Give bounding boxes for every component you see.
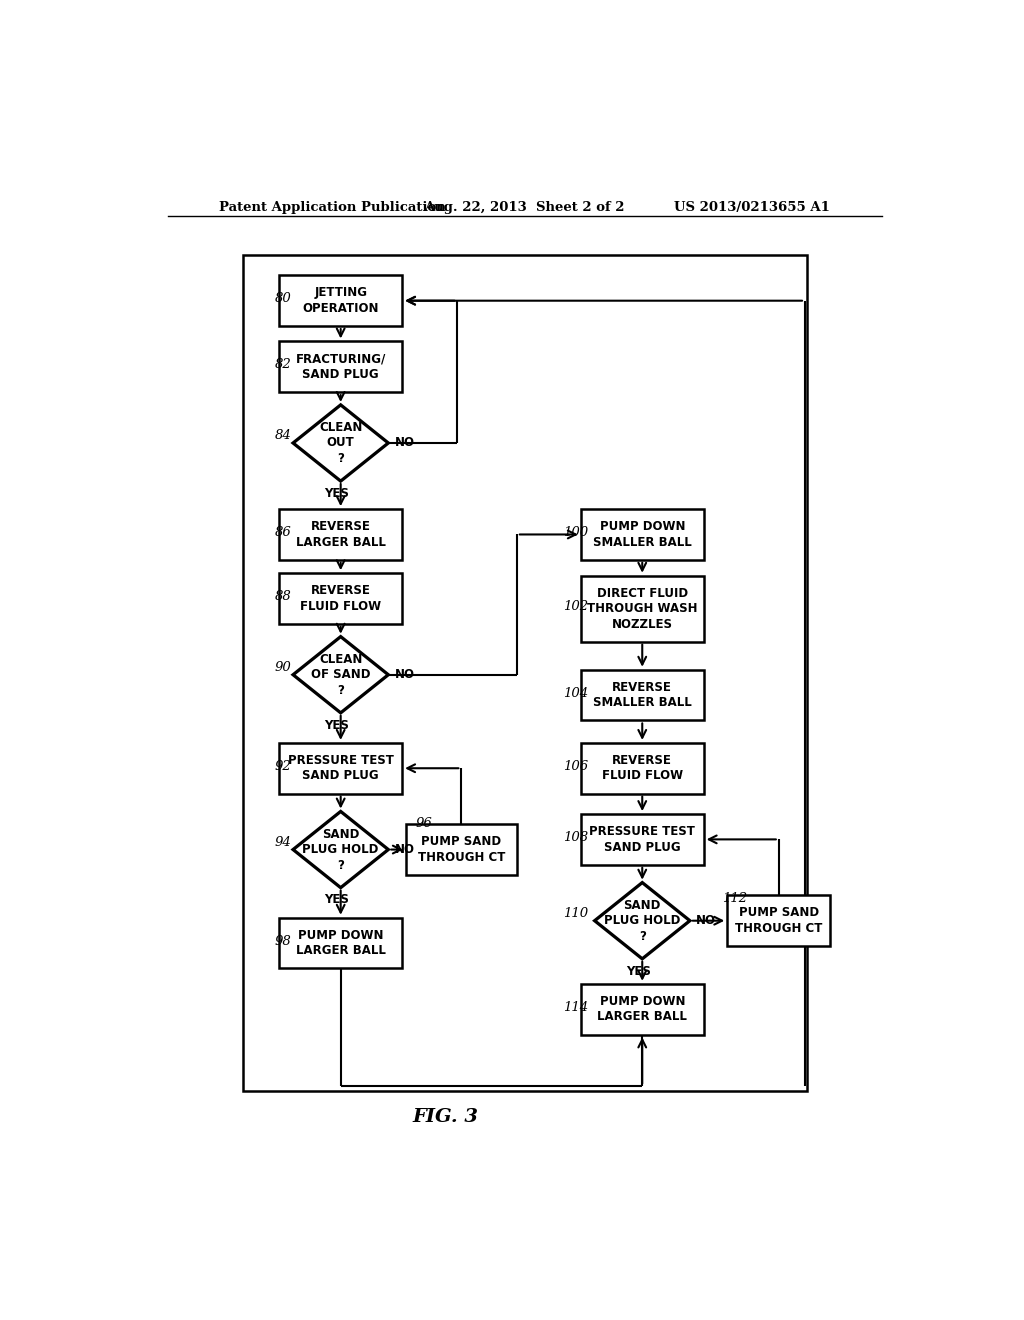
Text: 90: 90: [274, 661, 292, 675]
FancyBboxPatch shape: [280, 743, 402, 793]
Text: 88: 88: [274, 590, 292, 603]
Text: CLEAN
OUT
?: CLEAN OUT ?: [319, 421, 362, 465]
Text: 94: 94: [274, 836, 292, 849]
Text: PUMP SAND
THROUGH CT: PUMP SAND THROUGH CT: [418, 836, 505, 863]
Text: REVERSE
FLUID FLOW: REVERSE FLUID FLOW: [602, 754, 683, 783]
Text: CLEAN
OF SAND
?: CLEAN OF SAND ?: [311, 652, 371, 697]
Text: FIG. 3: FIG. 3: [413, 1107, 478, 1126]
Text: NO: NO: [696, 915, 716, 927]
Text: SAND
PLUG HOLD
?: SAND PLUG HOLD ?: [604, 899, 680, 942]
FancyBboxPatch shape: [581, 576, 703, 642]
Text: YES: YES: [325, 718, 349, 731]
Text: 98: 98: [274, 935, 292, 948]
FancyBboxPatch shape: [581, 510, 703, 560]
Text: 82: 82: [274, 358, 292, 371]
Text: PUMP DOWN
LARGER BALL: PUMP DOWN LARGER BALL: [296, 929, 386, 957]
Text: 86: 86: [274, 525, 292, 539]
Text: NO: NO: [394, 437, 415, 450]
FancyBboxPatch shape: [280, 342, 402, 392]
Polygon shape: [293, 812, 388, 887]
Text: PRESSURE TEST
SAND PLUG: PRESSURE TEST SAND PLUG: [590, 825, 695, 854]
Text: Aug. 22, 2013  Sheet 2 of 2: Aug. 22, 2013 Sheet 2 of 2: [425, 201, 625, 214]
Text: 104: 104: [563, 686, 588, 700]
FancyBboxPatch shape: [406, 824, 517, 875]
Text: 108: 108: [563, 830, 588, 843]
FancyBboxPatch shape: [581, 743, 703, 793]
Text: 100: 100: [563, 525, 588, 539]
Polygon shape: [595, 883, 690, 958]
FancyBboxPatch shape: [280, 510, 402, 560]
Polygon shape: [293, 636, 388, 713]
FancyBboxPatch shape: [727, 895, 830, 946]
Text: REVERSE
FLUID FLOW: REVERSE FLUID FLOW: [300, 585, 381, 612]
FancyBboxPatch shape: [280, 276, 402, 326]
FancyBboxPatch shape: [581, 983, 703, 1035]
Text: FRACTURING/
SAND PLUG: FRACTURING/ SAND PLUG: [296, 352, 386, 381]
Text: US 2013/0213655 A1: US 2013/0213655 A1: [675, 201, 830, 214]
Text: PUMP DOWN
LARGER BALL: PUMP DOWN LARGER BALL: [597, 995, 687, 1023]
Text: SAND
PLUG HOLD
?: SAND PLUG HOLD ?: [302, 828, 379, 871]
Text: NO: NO: [394, 668, 415, 681]
Text: 80: 80: [274, 292, 292, 305]
Text: NO: NO: [394, 843, 415, 857]
Text: JETTING
OPERATION: JETTING OPERATION: [302, 286, 379, 315]
Text: PUMP DOWN
SMALLER BALL: PUMP DOWN SMALLER BALL: [593, 520, 691, 549]
Text: 102: 102: [563, 601, 588, 612]
Text: YES: YES: [325, 487, 349, 500]
Text: PUMP SAND
THROUGH CT: PUMP SAND THROUGH CT: [735, 907, 822, 935]
Text: 96: 96: [416, 817, 432, 830]
Text: 112: 112: [722, 892, 746, 904]
Text: Patent Application Publication: Patent Application Publication: [219, 201, 446, 214]
Polygon shape: [293, 405, 388, 480]
Text: 106: 106: [563, 760, 588, 772]
Text: 110: 110: [563, 907, 588, 920]
Text: YES: YES: [626, 965, 650, 978]
FancyBboxPatch shape: [581, 814, 703, 865]
Text: REVERSE
LARGER BALL: REVERSE LARGER BALL: [296, 520, 386, 549]
Text: PRESSURE TEST
SAND PLUG: PRESSURE TEST SAND PLUG: [288, 754, 393, 783]
Text: YES: YES: [325, 894, 349, 907]
FancyBboxPatch shape: [280, 917, 402, 969]
Text: 114: 114: [563, 1001, 588, 1014]
Text: 92: 92: [274, 760, 292, 772]
Text: 84: 84: [274, 429, 292, 442]
Text: REVERSE
SMALLER BALL: REVERSE SMALLER BALL: [593, 681, 691, 709]
FancyBboxPatch shape: [280, 573, 402, 624]
Text: DIRECT FLUID
THROUGH WASH
NOZZLES: DIRECT FLUID THROUGH WASH NOZZLES: [587, 586, 697, 631]
FancyBboxPatch shape: [581, 669, 703, 721]
